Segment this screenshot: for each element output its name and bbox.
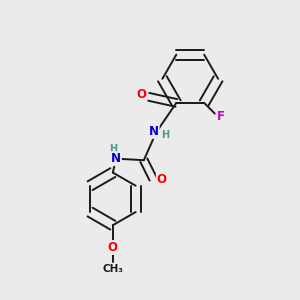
Text: H: H: [161, 130, 169, 140]
Text: N: N: [149, 125, 159, 138]
Text: O: O: [108, 241, 118, 254]
Text: H: H: [110, 144, 118, 154]
Text: O: O: [157, 173, 167, 186]
Text: N: N: [111, 152, 121, 165]
Text: O: O: [136, 88, 147, 101]
Text: CH₃: CH₃: [102, 264, 123, 274]
Text: F: F: [217, 110, 225, 123]
